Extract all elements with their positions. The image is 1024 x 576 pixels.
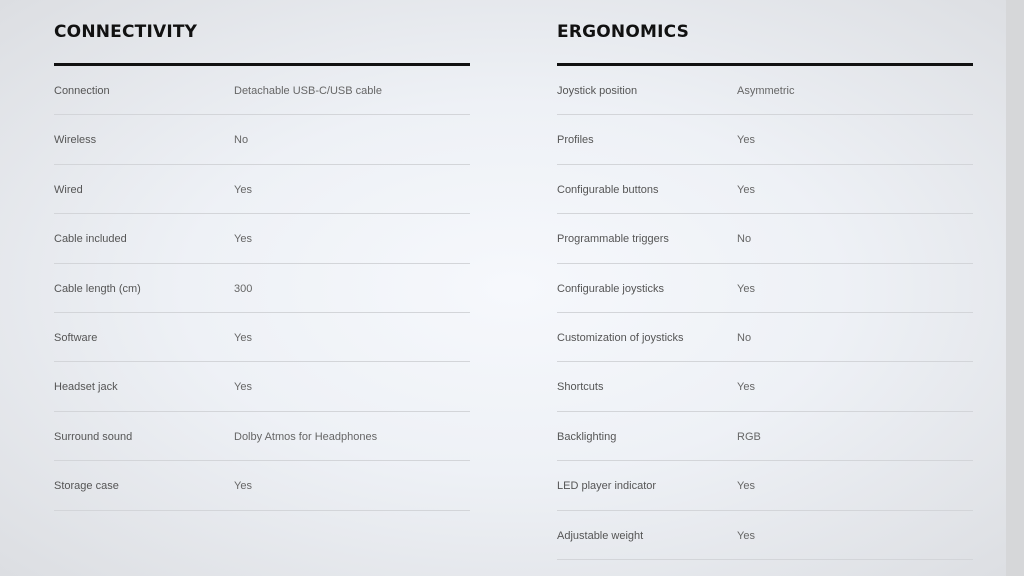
spec-value: Yes	[234, 183, 252, 196]
spec-value: Yes	[737, 480, 755, 493]
spec-row: Storage case Yes	[54, 461, 470, 511]
spec-row: Adjustable weight Yes	[557, 511, 973, 560]
spec-label: Cable length (cm)	[54, 282, 141, 295]
section-title: CONNECTIVITY	[54, 22, 198, 42]
spec-value: Asymmetric	[737, 85, 795, 97]
spec-label: Configurable joysticks	[557, 282, 664, 295]
spec-value: Yes	[737, 529, 755, 542]
section-title: ERGONOMICS	[557, 22, 690, 42]
spec-value: Yes	[234, 331, 252, 344]
spec-label: Cable included	[54, 233, 127, 246]
spec-value: Yes	[234, 381, 252, 394]
spec-table: Connection Detachable USB-C/USB cable Wire…	[54, 66, 470, 511]
section-divider	[557, 63, 973, 66]
scrollbar-track	[1006, 0, 1024, 576]
spec-row: LED player indicator Yes	[557, 461, 973, 511]
spec-value: Yes	[737, 282, 755, 295]
spec-label: LED player indicator	[557, 480, 657, 493]
spec-value: No	[234, 134, 249, 147]
spec-row: Software Yes	[54, 313, 470, 363]
spec-label: Wireless	[54, 134, 97, 147]
spec-row: Programmable triggers No	[557, 214, 973, 264]
spec-label: Software	[54, 331, 98, 344]
spec-label: Backlighting	[557, 430, 617, 443]
spec-row: Profiles Yes	[557, 115, 973, 165]
spec-value: Yes	[737, 381, 755, 394]
spec-row: Wired Yes	[54, 165, 470, 215]
spec-row: Surround sound Dolby Atmos for Headphones	[54, 412, 470, 462]
spec-label: Joystick position	[557, 85, 638, 97]
spec-value: Yes	[737, 183, 755, 196]
spec-label: Shortcuts	[557, 381, 604, 394]
spec-label: Profiles	[557, 134, 594, 147]
spec-label: Storage case	[54, 480, 119, 493]
spec-row: Connection Detachable USB-C/USB cable	[54, 66, 470, 116]
spec-value: Yes	[234, 233, 252, 246]
spec-value: 300	[234, 282, 253, 295]
spec-value: Detachable USB-C/USB cable	[234, 85, 382, 97]
spec-row: Configurable joysticks Yes	[557, 264, 973, 313]
spec-row: Customization of joysticks No	[557, 313, 973, 363]
spec-label: Adjustable weight	[557, 529, 644, 542]
spec-row: Cable included Yes	[54, 214, 470, 264]
spec-label: Surround sound	[54, 430, 133, 443]
spec-row: Headset jack Yes	[54, 362, 470, 412]
spec-row: Cable length (cm) 300	[54, 264, 470, 313]
spec-value: Dolby Atmos for Headphones	[234, 430, 378, 443]
spec-row: Configurable buttons Yes	[557, 165, 973, 215]
spec-row: Shortcuts Yes	[557, 362, 973, 412]
spec-table: Joystick position Asymmetric Profiles Yes Co…	[557, 66, 973, 560]
spec-label: Customization of joysticks	[557, 331, 684, 344]
spec-value: Yes	[737, 134, 755, 147]
spec-label: Configurable buttons	[557, 183, 659, 196]
spec-row: Wireless No	[54, 115, 470, 165]
spec-label: Programmable triggers	[557, 233, 669, 246]
spec-value: No	[737, 233, 752, 246]
spec-label: Headset jack	[54, 381, 118, 394]
spec-row: Joystick position Asymmetric	[557, 66, 973, 116]
spec-label: Wired	[54, 183, 83, 196]
spec-value: Yes	[234, 480, 252, 493]
spec-label: Connection	[54, 85, 110, 97]
spec-value: No	[737, 331, 752, 344]
section-divider	[54, 63, 470, 66]
spec-row: Backlighting RGB	[557, 412, 973, 462]
spec-value: RGB	[737, 430, 761, 443]
